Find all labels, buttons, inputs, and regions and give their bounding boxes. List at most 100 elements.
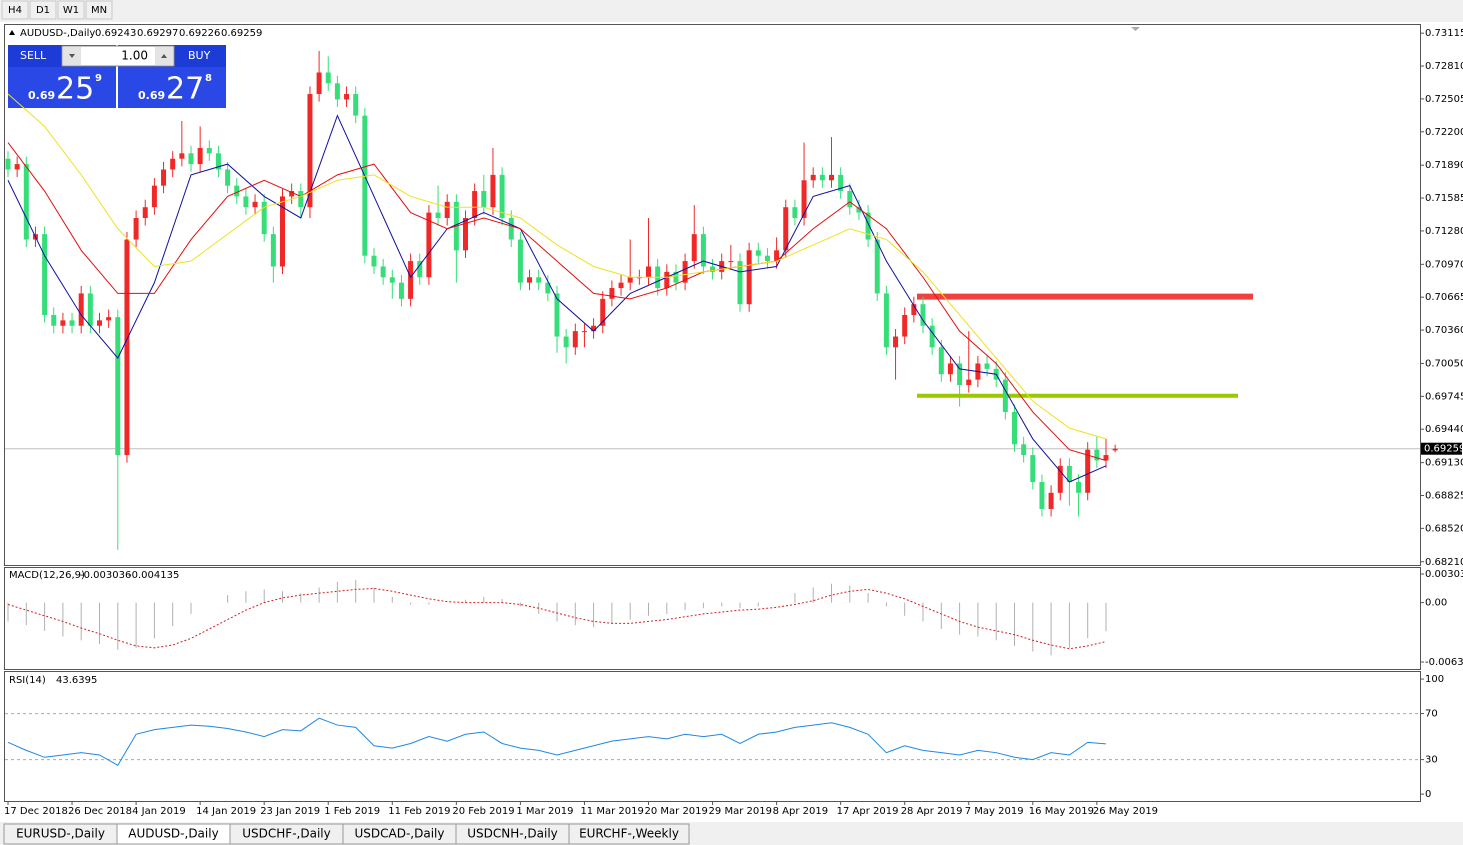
y-tick-label: 0.71280 [1425, 226, 1463, 237]
candle-body [755, 250, 761, 256]
candle-body [60, 320, 66, 326]
candle-body [435, 212, 441, 218]
y-tick-label: 0.70360 [1425, 325, 1463, 336]
candle-body [600, 298, 606, 326]
candle-body [106, 317, 112, 321]
candle-body [764, 255, 770, 262]
candle-body [51, 314, 57, 326]
tab-label[interactable]: USDCHF-,Daily [242, 827, 330, 841]
candle-body [280, 196, 285, 267]
x-tick-label: 26 Dec 2018 [68, 806, 132, 817]
candle-body [252, 201, 258, 208]
period-button[interactable] [1, 0, 29, 20]
candle-body [1085, 449, 1091, 493]
y-tick-label: 0.69440 [1425, 424, 1463, 435]
candle-body [197, 147, 203, 165]
candle-body [691, 234, 697, 262]
candle-body [225, 169, 231, 186]
candle-body [874, 239, 880, 294]
tab-label[interactable]: USDCNH-,Daily [467, 827, 558, 841]
y-tick-label: 0.68520 [1425, 523, 1463, 534]
sell-price-box [8, 67, 116, 108]
candle-body [664, 271, 670, 289]
candle-body [23, 164, 29, 240]
candle-body [746, 250, 752, 305]
candle-body [581, 331, 587, 333]
tab-label[interactable]: USDCAD-,Daily [355, 827, 445, 841]
candle-body [536, 277, 542, 283]
y-tick-label: 0.69745 [1425, 391, 1463, 402]
y-tick-label: 70 [1425, 709, 1438, 720]
period-label[interactable]: MN [91, 5, 107, 16]
candle-body [591, 325, 597, 332]
y-tick-label: 0.71890 [1425, 160, 1463, 171]
x-tick-label: 17 Dec 2018 [4, 806, 68, 817]
candle-body [490, 174, 496, 208]
candle-body [115, 317, 121, 456]
chart-title: AUDUSD-,Daily [20, 28, 95, 39]
x-tick-label: 1 Feb 2019 [324, 806, 380, 817]
candle-body [97, 320, 102, 326]
macd-panel [4, 567, 1421, 670]
candle-body [133, 217, 139, 240]
y-tick-label: 0.72810 [1425, 61, 1463, 72]
candle-body [1002, 379, 1008, 412]
x-tick-label: 11 Mar 2019 [580, 806, 643, 817]
candle-body [398, 282, 404, 299]
candle-body [1039, 482, 1045, 509]
y-tick-label: 0.70665 [1425, 292, 1463, 303]
candle-body [161, 169, 167, 186]
candle-body [682, 261, 688, 283]
sell-label[interactable]: SELL [20, 49, 47, 62]
lot-field[interactable] [61, 45, 175, 67]
candle-body [371, 255, 377, 267]
candle-body [124, 239, 130, 456]
period-button[interactable] [85, 0, 113, 20]
candle-body [234, 185, 240, 197]
tab-label[interactable]: EURUSD-,Daily [16, 827, 105, 841]
candle-body [42, 234, 48, 315]
candle-body [14, 164, 20, 170]
candle-body [737, 261, 743, 305]
candle-body [5, 158, 11, 170]
y-tick-label: 0.71585 [1425, 193, 1463, 204]
y-tick-label: 0.72200 [1425, 127, 1463, 138]
toolbar [0, 0, 1463, 22]
candle-body [1012, 411, 1017, 445]
rsi-panel [4, 671, 1421, 802]
candle-body [838, 174, 844, 192]
period-label[interactable]: H4 [8, 5, 22, 16]
tab-label[interactable]: EURCHF-,Weekly [579, 827, 679, 841]
candle-body [572, 331, 578, 348]
candle-body [728, 261, 734, 263]
candle-body [957, 363, 963, 386]
x-tick-label: 11 Feb 2019 [388, 806, 450, 817]
candle-body [883, 293, 889, 348]
ask-point: 8 [205, 73, 212, 84]
period-button[interactable] [29, 0, 57, 20]
candle-body [1076, 482, 1082, 493]
candle-body [984, 363, 990, 369]
candle-body [417, 261, 423, 278]
candle-body [316, 72, 322, 95]
lot-value[interactable]: 1.00 [121, 49, 148, 63]
x-tick-label: 1 Mar 2019 [516, 806, 573, 817]
tab-label[interactable]: AUDUSD-,Daily [128, 827, 218, 841]
x-tick-label: 8 Apr 2019 [773, 806, 828, 817]
candle-body [920, 304, 926, 326]
period-label[interactable]: W1 [63, 5, 79, 16]
period-button[interactable] [57, 0, 85, 20]
candle-body [179, 153, 185, 159]
candle-body [481, 191, 487, 208]
price-label-box [1421, 442, 1462, 455]
candle-body [353, 94, 359, 116]
candle-body [856, 207, 862, 213]
buy-label[interactable]: BUY [188, 49, 211, 62]
candle-body [307, 94, 313, 208]
tab[interactable] [568, 823, 690, 845]
candle-body [783, 207, 789, 251]
candle-body [893, 336, 899, 348]
candle-body [819, 174, 825, 181]
period-label[interactable]: D1 [36, 5, 50, 16]
x-tick-label: 7 May 2019 [965, 806, 1024, 817]
